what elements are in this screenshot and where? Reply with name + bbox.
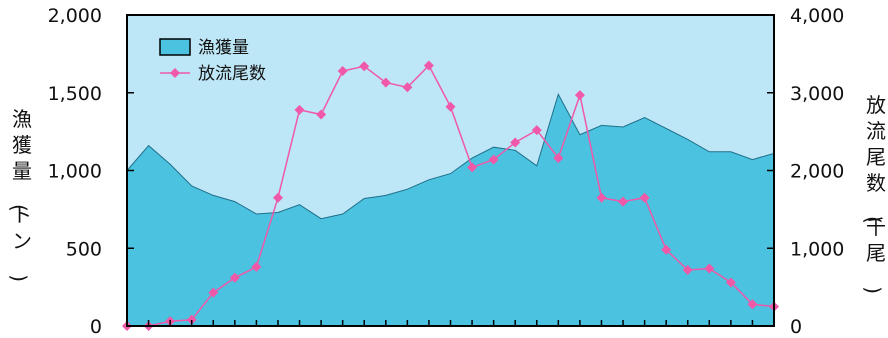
left-y-tick-label: 2,000 (48, 5, 102, 27)
released-fry-marker (445, 101, 456, 112)
released-fry-marker (316, 109, 327, 120)
released-fry-marker (531, 125, 542, 136)
released-fry-marker (273, 192, 283, 203)
released-fry-marker (359, 61, 370, 72)
released-fry-marker (488, 154, 499, 165)
right-y-tick-label: 4,000 (790, 5, 844, 27)
legend: 漁獲量 放流尾数 (159, 38, 266, 84)
released-fry-marker (596, 192, 607, 203)
released-fry-marker (337, 66, 348, 76)
left-axis-title: 漁獲量(トン) (7, 107, 32, 282)
released-fry-marker (251, 261, 262, 272)
released-fry-marker (467, 162, 478, 173)
released-fry-markers (122, 60, 779, 331)
right-y-axis: 0 1,000 2,000 3,000 4,000 (767, 5, 844, 338)
released-fry-marker (704, 263, 715, 274)
right-y-tick-label: 2,000 (790, 161, 844, 183)
left-y-tick-label: 500 (66, 238, 102, 260)
released-fry-marker (380, 77, 391, 88)
legend-marker (170, 68, 180, 78)
right-axis-title: 放流尾数(千尾) (861, 93, 886, 294)
released-fry-marker (553, 153, 564, 164)
released-fry-marker (186, 314, 197, 325)
area-top-line (126, 92, 775, 220)
left-y-tick-label: 0 (90, 316, 102, 338)
left-y-tick-label: 1,000 (48, 161, 102, 183)
released-fry-marker (618, 196, 628, 207)
left-y-axis: 0 500 1,000 1,500 2,000 (48, 5, 134, 338)
right-y-tick-label: 3,000 (790, 83, 844, 105)
released-fry-marker (208, 287, 219, 298)
right-y-tick-label: 0 (790, 316, 802, 338)
released-fry-marker (510, 137, 521, 148)
released-fry-marker (294, 104, 305, 115)
released-fry-marker (229, 272, 240, 283)
released-fry-marker (747, 299, 758, 310)
right-y-tick-label: 1,000 (790, 238, 844, 260)
released-fry-marker (682, 265, 693, 275)
x-axis-ticks (126, 320, 775, 326)
released-fry-marker (423, 60, 434, 71)
released-fry-marker (402, 82, 413, 93)
left-y-tick-label: 1,500 (48, 83, 102, 105)
released-fry-marker (574, 90, 585, 101)
catch-volume-area (127, 94, 774, 326)
legend-area-swatch (159, 38, 191, 56)
released-fry-marker (661, 244, 672, 255)
legend-catch-volume-label: 漁獲量 (198, 38, 249, 58)
legend-released-fry-label: 放流尾数 (198, 64, 266, 84)
released-fry-marker (639, 192, 650, 203)
released-fry-marker (725, 277, 736, 288)
